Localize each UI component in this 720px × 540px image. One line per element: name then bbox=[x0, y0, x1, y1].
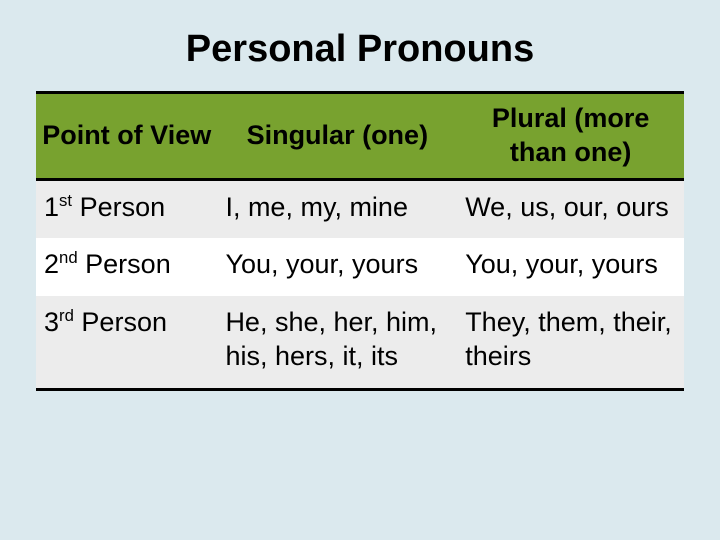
cell-plural: They, them, their, theirs bbox=[457, 296, 684, 388]
ord-number: 1 bbox=[44, 192, 59, 222]
pronoun-table-wrap: Point of View Singular (one) Plural (mor… bbox=[36, 91, 684, 391]
page-title: Personal Pronouns bbox=[36, 28, 684, 71]
pov-word: Person bbox=[74, 307, 167, 337]
pov-word: Person bbox=[78, 249, 171, 279]
ord-suffix: st bbox=[59, 191, 72, 210]
ord-suffix: nd bbox=[59, 248, 78, 267]
table-row: 2nd Person You, your, yours You, your, y… bbox=[36, 238, 684, 296]
cell-pov: 3rd Person bbox=[36, 296, 217, 388]
cell-pov: 2nd Person bbox=[36, 238, 217, 296]
col-header-plural: Plural (more than one) bbox=[457, 94, 684, 179]
cell-singular: He, she, her, him, his, hers, it, its bbox=[217, 296, 457, 388]
ord-number: 2 bbox=[44, 249, 59, 279]
col-header-pov: Point of View bbox=[36, 94, 217, 179]
cell-pov: 1st Person bbox=[36, 179, 217, 238]
cell-singular: You, your, yours bbox=[217, 238, 457, 296]
cell-plural: We, us, our, ours bbox=[457, 179, 684, 238]
pov-word: Person bbox=[72, 192, 165, 222]
table-row: 3rd Person He, she, her, him, his, hers,… bbox=[36, 296, 684, 388]
ord-suffix: rd bbox=[59, 306, 74, 325]
cell-plural: You, your, yours bbox=[457, 238, 684, 296]
ord-number: 3 bbox=[44, 307, 59, 337]
table-row: 1st Person I, me, my, mine We, us, our, … bbox=[36, 179, 684, 238]
pronoun-table: Point of View Singular (one) Plural (mor… bbox=[36, 94, 684, 388]
col-header-singular: Singular (one) bbox=[217, 94, 457, 179]
cell-singular: I, me, my, mine bbox=[217, 179, 457, 238]
header-row: Point of View Singular (one) Plural (mor… bbox=[36, 94, 684, 179]
